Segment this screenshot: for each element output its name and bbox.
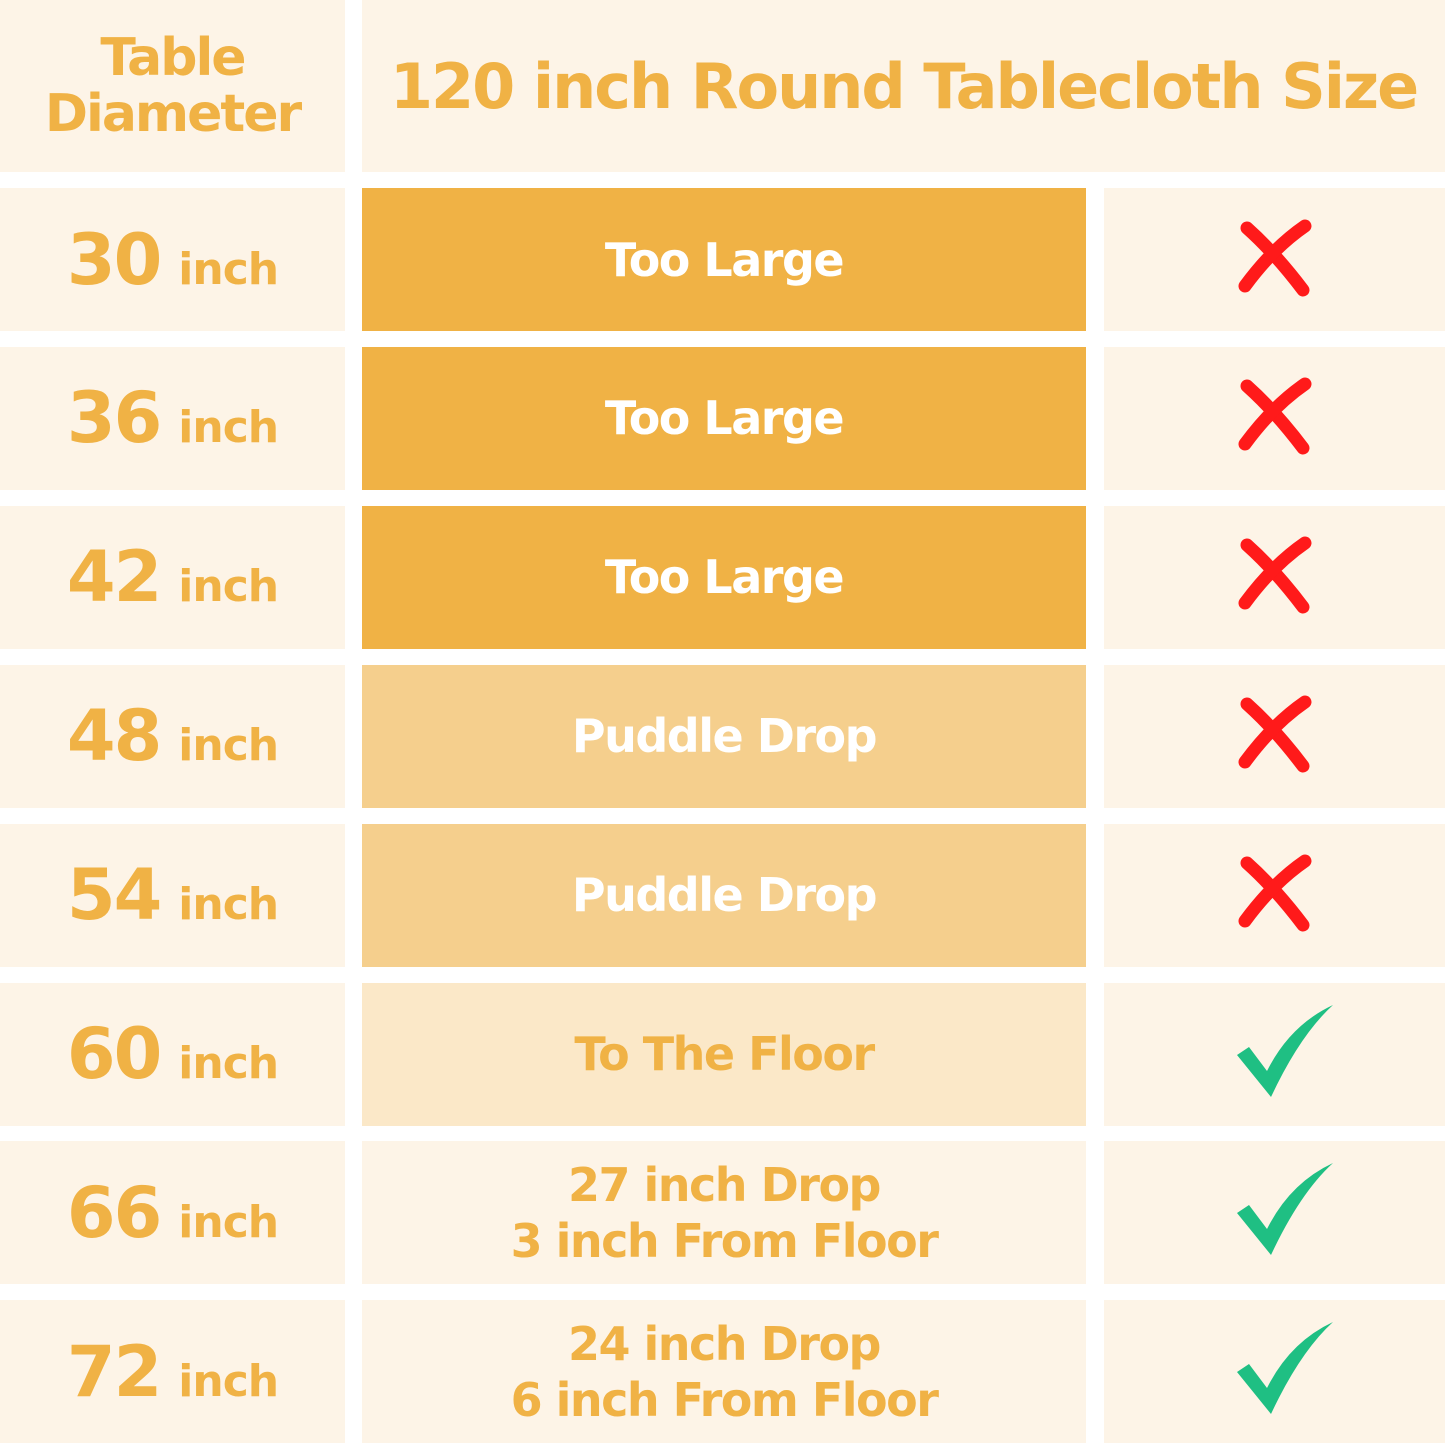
fit-label: Puddle Drop [571, 709, 878, 764]
diameter-unit: inch [178, 879, 279, 931]
suitability-cell [1104, 505, 1445, 649]
fit-cell: Too Large [362, 505, 1086, 649]
fit-label: Too Large [604, 391, 845, 446]
diameter-unit: inch [178, 402, 279, 454]
cross-icon [1235, 694, 1315, 778]
suitability-cell [1104, 1300, 1445, 1444]
fit-label: Too Large [604, 550, 845, 605]
page-title: 120 inch Round Tablecloth Size [389, 49, 1419, 123]
diameter-value: 66 [66, 1171, 162, 1254]
check-icon [1235, 1163, 1335, 1262]
diameter-unit: inch [178, 720, 279, 772]
suitability-cell [1104, 664, 1445, 808]
fit-label: 27 inch Drop [568, 1157, 881, 1212]
header-tablecloth-size: 120 inch Round Tablecloth Size [362, 0, 1445, 172]
cross-icon [1235, 853, 1315, 937]
diameter-cell: 48 inch [0, 664, 345, 808]
diameter-unit: inch [178, 243, 279, 295]
diameter-cell: 30 inch [0, 188, 345, 331]
diameter-unit: inch [178, 1038, 279, 1089]
suitability-cell [1104, 982, 1445, 1126]
fit-cell: Too Large [362, 346, 1086, 490]
suitability-cell [1104, 1141, 1445, 1285]
diameter-unit: inch [178, 1196, 279, 1248]
fit-label: 24 inch Drop [568, 1316, 881, 1371]
diameter-value: 60 [66, 1013, 162, 1095]
fit-label: 6 inch From Floor [510, 1372, 939, 1427]
diameter-value: 72 [66, 1330, 162, 1413]
fit-cell: Puddle Drop [362, 664, 1086, 808]
cross-icon [1235, 535, 1315, 619]
diameter-value: 48 [66, 695, 162, 778]
cross-icon [1235, 218, 1315, 302]
cross-icon [1235, 376, 1315, 460]
diameter-value: 36 [66, 377, 162, 460]
diameter-value: 30 [66, 218, 162, 301]
diameter-value: 42 [66, 536, 162, 619]
fit-cell: To The Floor [362, 982, 1086, 1126]
suitability-cell [1104, 188, 1445, 331]
fit-cell: 27 inch Drop 3 inch From Floor [362, 1141, 1086, 1285]
fit-label: Puddle Drop [571, 868, 878, 923]
diameter-cell: 36 inch [0, 346, 345, 490]
diameter-value: 54 [66, 854, 162, 937]
diameter-unit: inch [178, 561, 279, 613]
suitability-cell [1104, 823, 1445, 967]
header-line: Diameter [44, 84, 302, 144]
fit-cell: Puddle Drop [362, 823, 1086, 967]
diameter-cell: 60 inch [0, 982, 345, 1126]
suitability-cell [1104, 346, 1445, 490]
diameter-unit: inch [178, 1355, 279, 1407]
fit-cell: 24 inch Drop 6 inch From Floor [362, 1300, 1086, 1444]
diameter-cell: 66 inch [0, 1141, 345, 1285]
diameter-cell: 72 inch [0, 1300, 345, 1444]
fit-cell: Too Large [362, 188, 1086, 331]
fit-label: 3 inch From Floor [510, 1213, 939, 1268]
header-table-diameter: Table Diameter [0, 0, 345, 172]
check-icon [1235, 1322, 1335, 1421]
fit-label: Too Large [604, 232, 845, 287]
diameter-cell: 42 inch [0, 505, 345, 649]
check-icon [1235, 1004, 1335, 1104]
header-line: Table [100, 28, 246, 88]
diameter-cell: 54 inch [0, 823, 345, 967]
fit-label: To The Floor [574, 1027, 875, 1081]
